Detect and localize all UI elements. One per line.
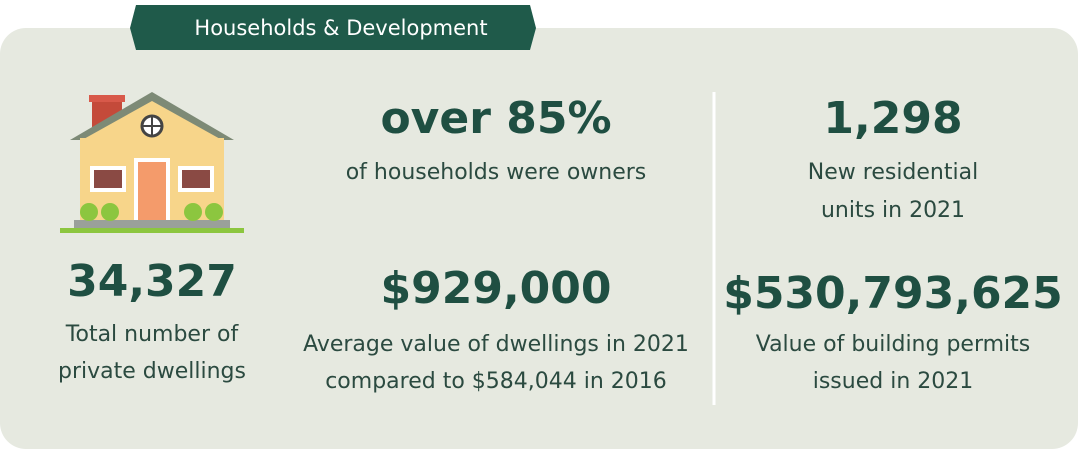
stat-value: over 85% [380,93,611,144]
stat-value: $530,793,625 [723,268,1063,319]
stat-label: compared to $584,044 in 2016 [325,369,667,394]
infographic: Households & Development 34,327 Total nu… [0,0,1078,449]
stat-label: Average value of dwellings in 2021 [303,332,689,357]
stat-label: Total number of [65,322,240,347]
stat-label: New residential [808,160,978,185]
title: Households & Development [194,16,487,40]
stat-value: 1,298 [823,93,962,144]
stat-label: units in 2021 [821,198,965,223]
stat-value: 34,327 [67,256,237,307]
stat-label: issued in 2021 [813,369,974,394]
stat-label: Value of building permits [756,332,1031,357]
stat-label: private dwellings [58,359,246,384]
stat-value: $929,000 [380,263,611,314]
stat-label: of households were owners [346,160,647,185]
